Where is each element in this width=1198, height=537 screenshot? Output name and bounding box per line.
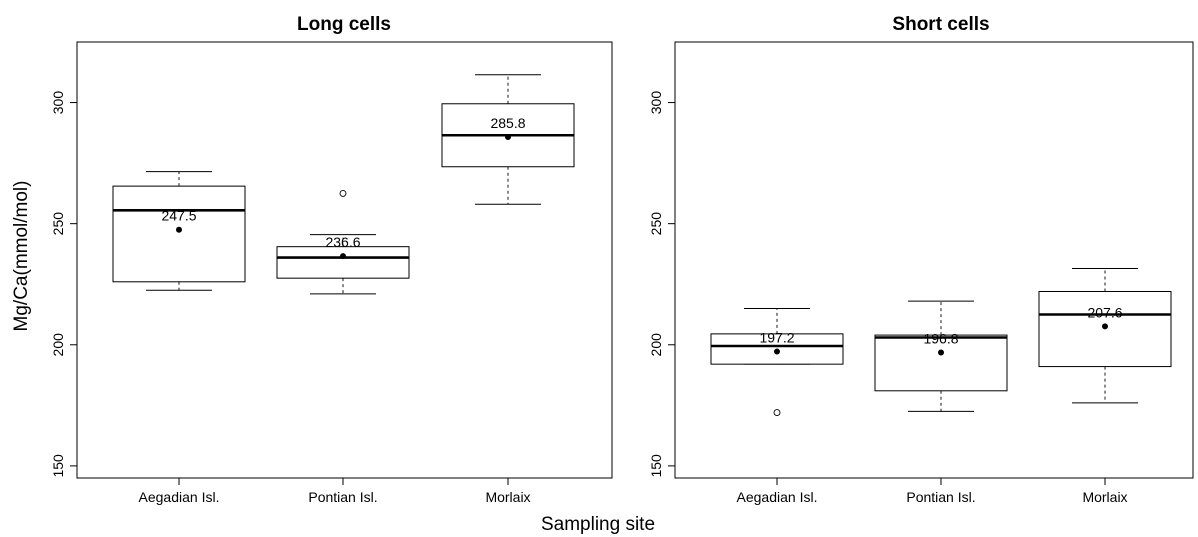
- panel-long-cells: Long cells 150 200 250 300 Aegadian Isl. Pont…: [50, 14, 613, 505]
- mean-point: [1102, 323, 1108, 330]
- y-tick-label: 250: [648, 212, 664, 236]
- mean-point: [774, 348, 780, 355]
- x-tick-label: Morlaix: [485, 489, 530, 505]
- y-tick-label: 150: [648, 454, 664, 478]
- box-1: 247.5: [112, 171, 246, 291]
- y-axis-label-left: Mg/Ca(mmol/mol): [11, 181, 32, 332]
- plot-frame: [674, 41, 1194, 479]
- mean-label: 236.6: [325, 234, 360, 250]
- iqr-box: [874, 334, 1008, 392]
- y-tick-label: 200: [648, 333, 664, 357]
- mean-label: 197.2: [759, 330, 794, 346]
- box-2: 196.8: [874, 300, 1008, 412]
- x-tick-label: Pontian Isl.: [906, 489, 975, 505]
- mean-point: [176, 226, 182, 233]
- x-tick-label: Aegadian Isl.: [737, 489, 818, 505]
- outlier-point: [339, 189, 347, 197]
- box-1: 197.2: [710, 307, 844, 417]
- x-tick-label: Aegadian Isl.: [139, 489, 220, 505]
- mean-label: 207.6: [1087, 304, 1122, 320]
- box-3: 207.6: [1038, 267, 1172, 404]
- mean-label: 196.8: [923, 331, 958, 347]
- box-3: 285.8: [441, 74, 575, 205]
- y-tick-label: 250: [50, 212, 66, 236]
- mean-label: 285.8: [490, 115, 525, 131]
- x-tick-label: Pontian Isl.: [308, 489, 377, 505]
- panel-short-cells: Short cells 150 200 250 300 Aegadian Isl. Pon…: [648, 14, 1194, 505]
- y-tick-label: 300: [50, 91, 66, 115]
- mean-point: [938, 349, 944, 356]
- y-tick-label: 300: [648, 91, 664, 115]
- plot-frame: [76, 41, 613, 479]
- y-tick-label: 150: [50, 454, 66, 478]
- x-tick-label: Morlaix: [1082, 489, 1127, 505]
- mean-label: 247.5: [161, 208, 196, 224]
- outlier-point: [773, 409, 781, 417]
- y-tick-label: 200: [50, 333, 66, 357]
- mean-point: [505, 133, 511, 140]
- panel-title: Short cells: [892, 14, 989, 35]
- box-2: 236.6: [276, 189, 410, 295]
- iqr-box: [112, 185, 246, 283]
- x-axis-label: Sampling site: [541, 514, 655, 535]
- iqr-box: [276, 246, 410, 279]
- mean-point: [340, 253, 346, 260]
- panel-title: Long cells: [297, 14, 391, 35]
